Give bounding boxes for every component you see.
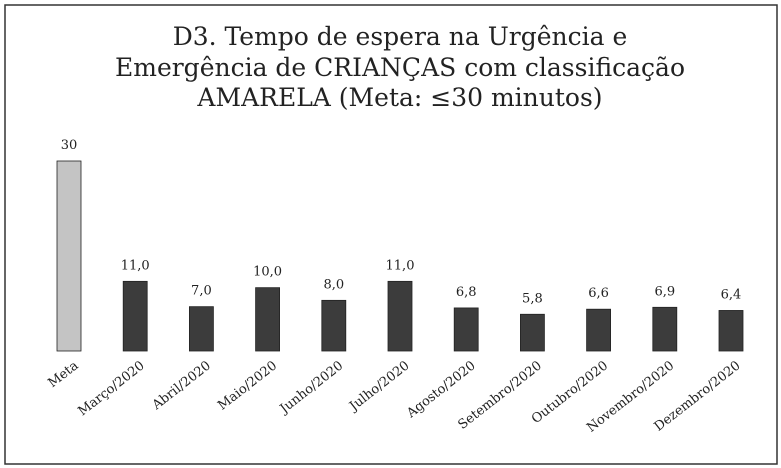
bar xyxy=(586,308,611,352)
value-label: 8,0 xyxy=(323,277,344,292)
bar xyxy=(652,306,678,352)
chart-border xyxy=(4,4,778,465)
bar xyxy=(188,306,214,352)
x-tick-label: Meta xyxy=(45,358,81,391)
value-label: 6,4 xyxy=(721,287,742,302)
bar xyxy=(718,310,744,352)
x-tick-label: Junho/2020 xyxy=(276,358,346,418)
value-label: 5,8 xyxy=(522,291,543,306)
value-label: 11,0 xyxy=(121,258,150,273)
value-label: 30 xyxy=(61,138,78,153)
value-label: 7,0 xyxy=(191,284,212,299)
value-label: 10,0 xyxy=(253,265,282,280)
bar xyxy=(520,313,545,352)
bar xyxy=(387,280,413,352)
x-tick-label: Abril/2020 xyxy=(149,358,214,413)
chart-title: D3. Tempo de espera na Urgência e xyxy=(173,22,628,51)
chart-title: AMARELA (Meta: ≤30 minutos) xyxy=(196,83,602,112)
bar xyxy=(122,280,148,352)
x-tick-label: Março/2020 xyxy=(75,358,147,419)
value-label: 11,0 xyxy=(386,258,415,273)
x-tick-label: Maio/2020 xyxy=(215,358,280,413)
bar xyxy=(453,307,479,352)
bar xyxy=(255,287,281,352)
chart-title: Emergência de CRIANÇAS com classificação xyxy=(115,53,685,82)
value-label: 6,6 xyxy=(588,286,609,301)
bar xyxy=(321,299,347,352)
x-tick-label: Julho/2020 xyxy=(345,358,412,415)
value-label: 6,9 xyxy=(654,284,675,299)
value-label: 6,8 xyxy=(456,285,477,300)
bar xyxy=(56,160,82,352)
